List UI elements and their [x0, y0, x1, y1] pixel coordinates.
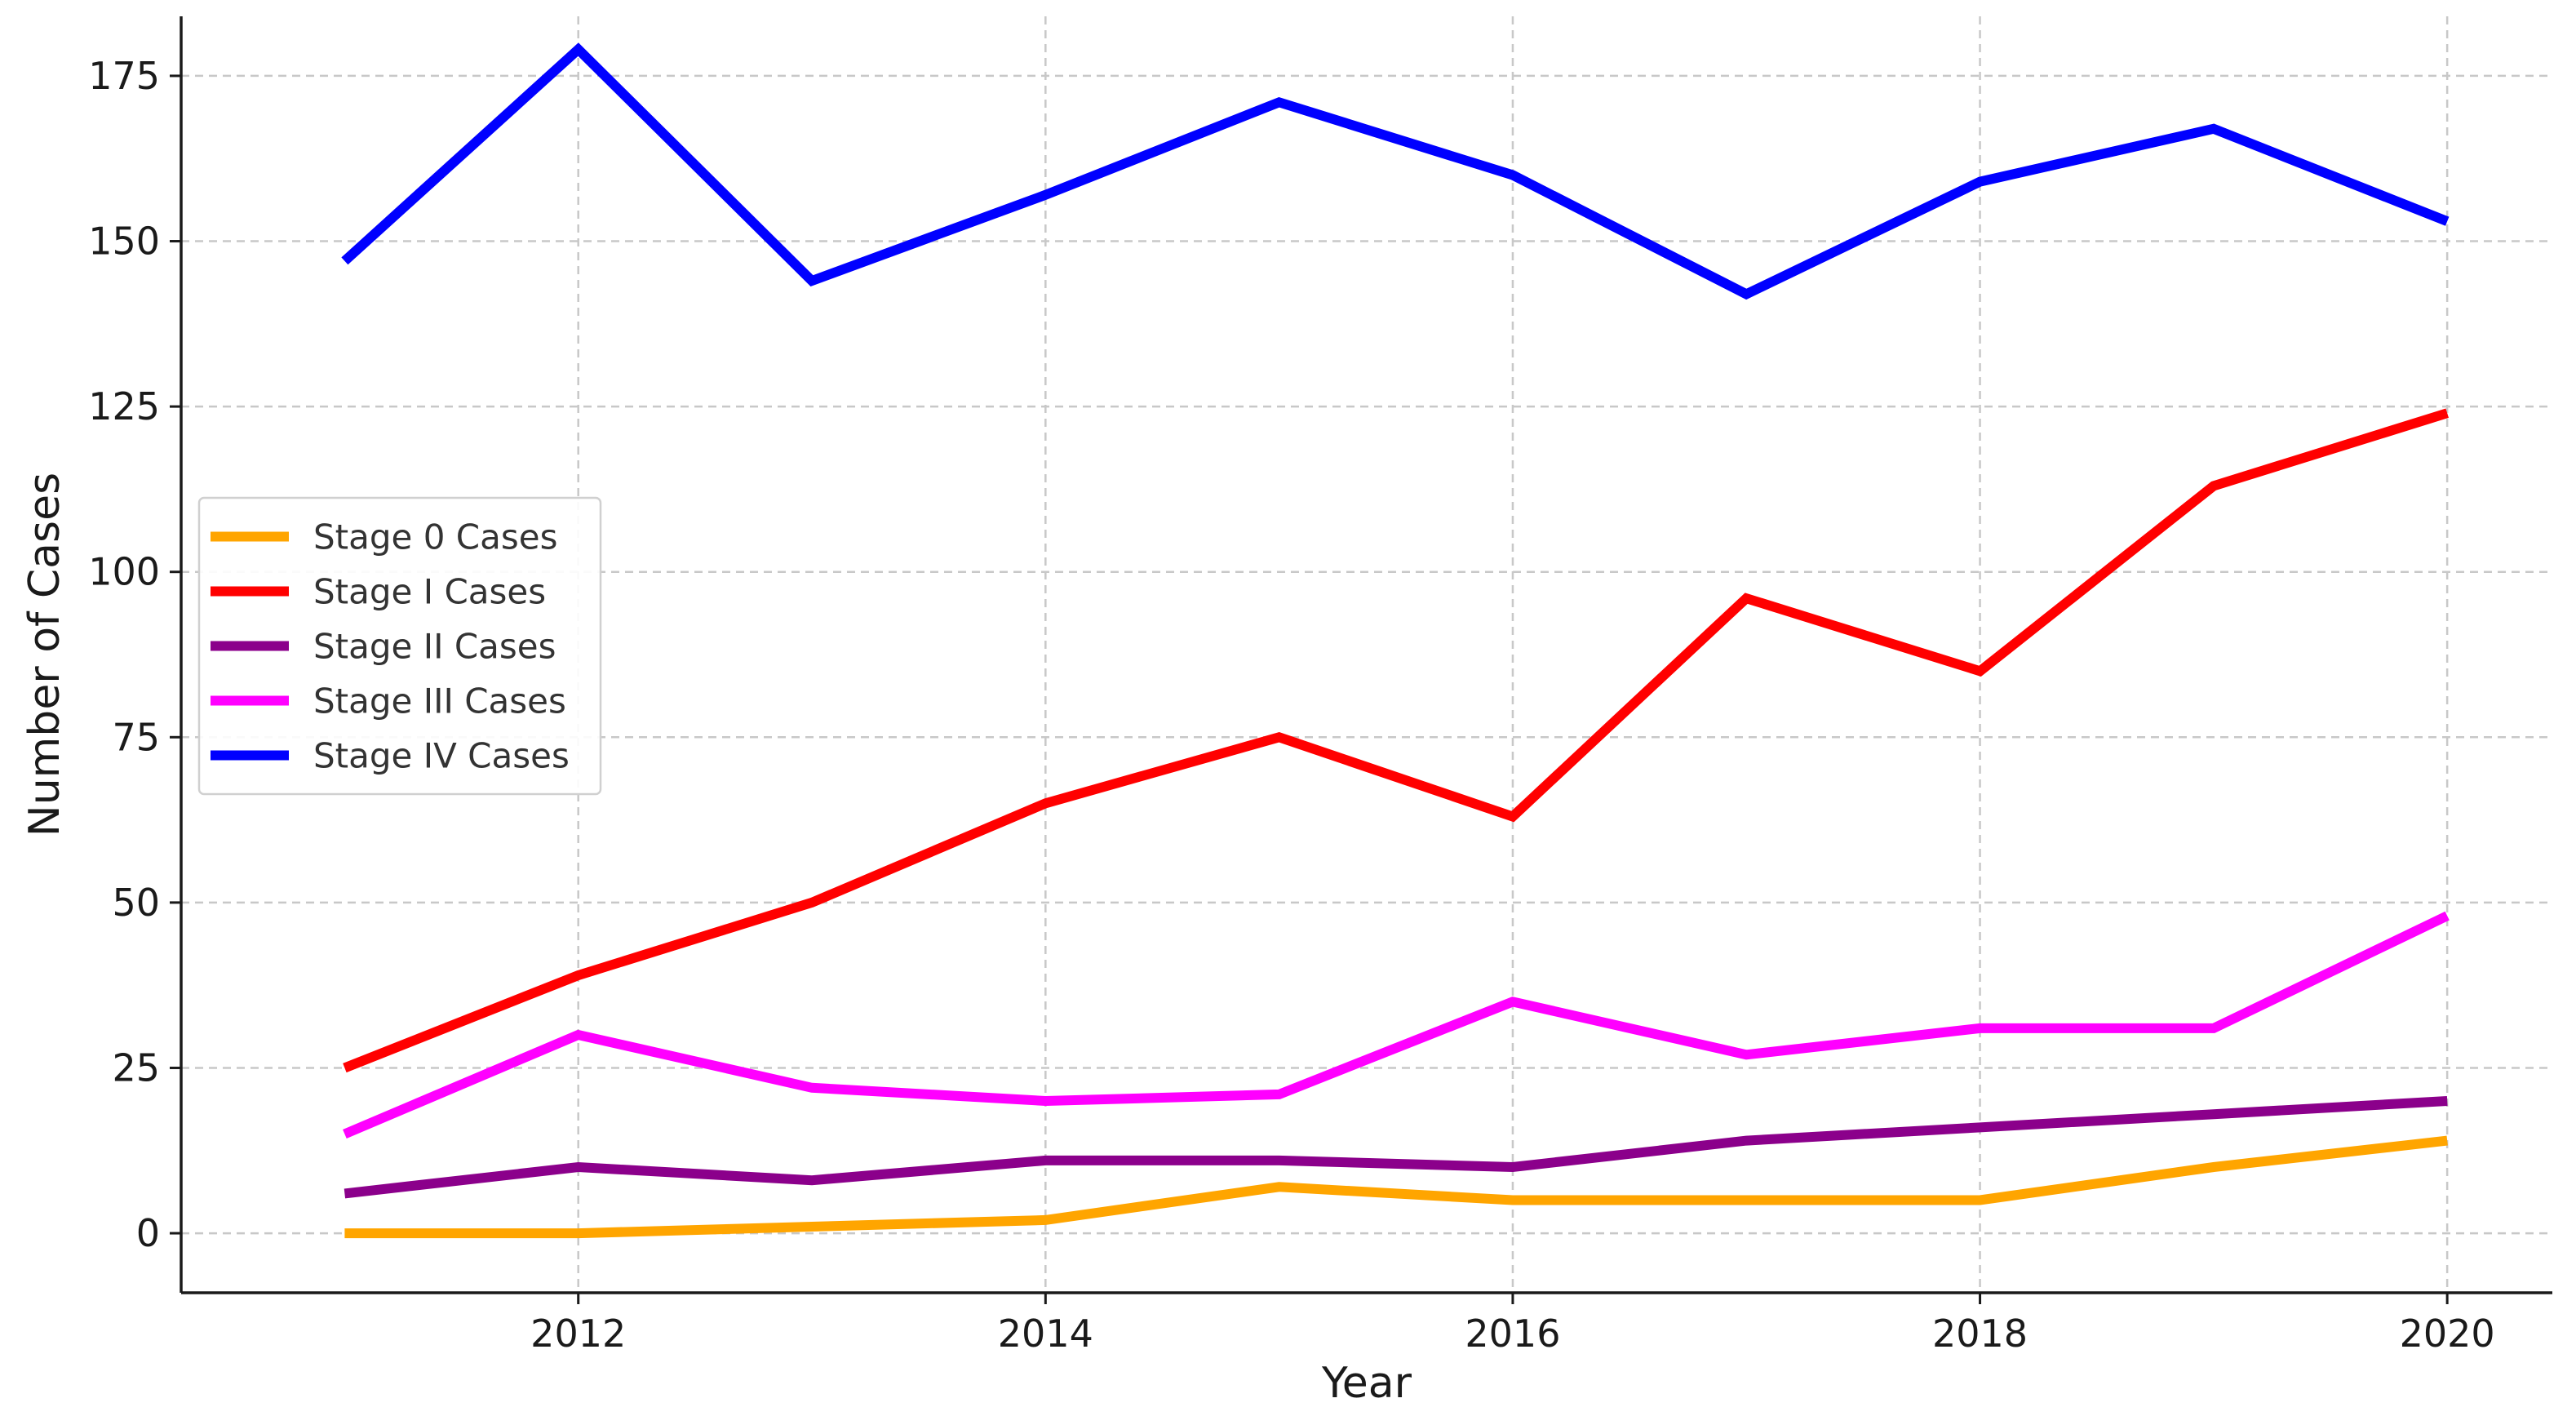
series-line-3	[343, 911, 2450, 1139]
y-tick-label: 150	[88, 220, 160, 264]
y-tick-label: 175	[88, 54, 160, 98]
legend-label-3: Stage III Cases	[313, 681, 566, 721]
y-axis-title: Number of Cases	[20, 473, 69, 837]
series-line-2	[344, 1096, 2448, 1199]
y-tick-label: 125	[88, 384, 160, 428]
x-tick-label: 2016	[1465, 1312, 1560, 1356]
y-tick-label: 25	[112, 1045, 160, 1090]
legend-label-2: Stage II Cases	[313, 627, 556, 667]
x-tick-label: 2014	[998, 1312, 1093, 1356]
series-lines	[341, 42, 2450, 1239]
grid	[181, 16, 2552, 1293]
series-line-1	[343, 408, 2449, 1073]
legend: Stage 0 Cases Stage I Cases Stage II Cases…	[197, 496, 602, 796]
x-tick-label: 2018	[1932, 1312, 2028, 1356]
series-line-0	[344, 1135, 2448, 1239]
x-tick-label: 2020	[2400, 1312, 2495, 1356]
series-line-4	[341, 42, 2450, 300]
axes	[170, 16, 2552, 1304]
legend-label-1: Stage I Cases	[313, 572, 546, 612]
legend-label-0: Stage 0 Cases	[313, 517, 557, 557]
y-tick-label: 0	[136, 1211, 160, 1255]
legend-box	[197, 496, 602, 796]
tick-labels: 2012 2014 2016 2018 2020 0 25 50 75 100 125 150 175	[88, 54, 2495, 1356]
y-tick-label: 100	[88, 550, 160, 594]
x-tick-label: 2012	[530, 1312, 626, 1356]
y-tick-label: 75	[112, 715, 160, 759]
x-axis-title: Year	[1321, 1359, 1412, 1408]
y-tick-label: 50	[112, 881, 160, 925]
legend-label-4: Stage IV Cases	[313, 736, 570, 776]
